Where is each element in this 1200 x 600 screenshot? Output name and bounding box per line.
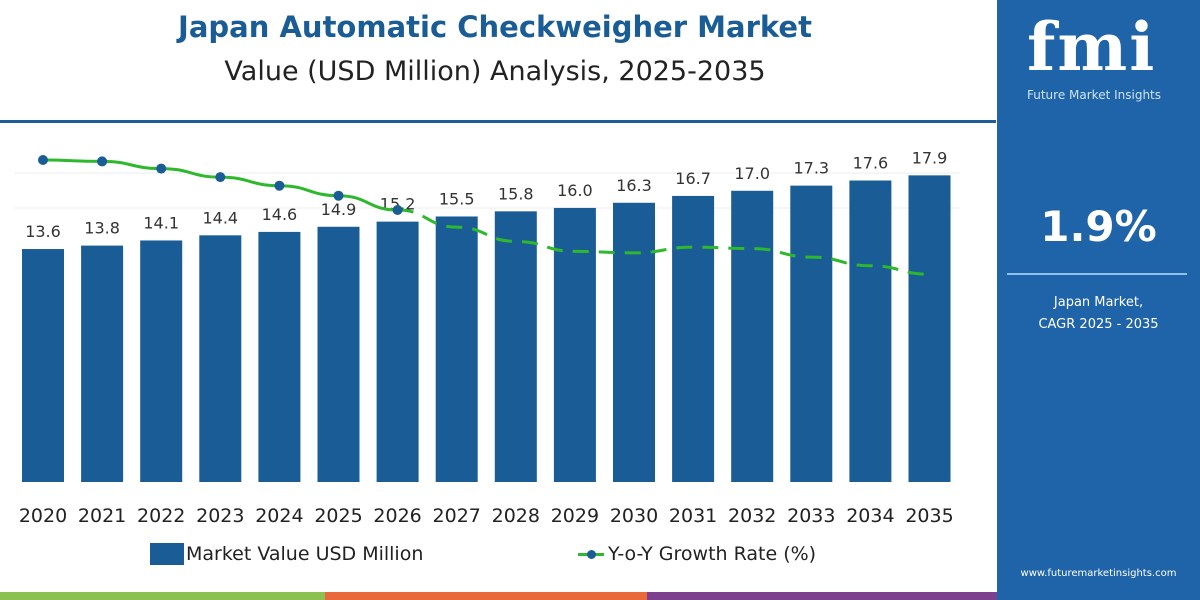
legend-bar-swatch <box>150 543 184 565</box>
legend-bar-label: Market Value USD Million <box>186 543 424 565</box>
summary-panel: fmi Future Market Insights 1.9% Japan Ma… <box>997 0 1200 600</box>
legend-line-swatch <box>578 549 604 559</box>
bar-2025 <box>317 226 360 482</box>
bar-2029 <box>553 207 596 483</box>
bar-2028 <box>494 211 537 482</box>
data-label-2030: 16.3 <box>616 176 652 195</box>
growth-line-dashed <box>397 208 930 276</box>
footer-bar-purple <box>647 592 997 600</box>
data-label-2022: 14.1 <box>143 213 179 232</box>
bar-2021 <box>81 245 124 482</box>
x-tick-2026: 2026 <box>373 505 421 527</box>
x-tick-2029: 2029 <box>551 505 599 527</box>
data-label-2023: 14.4 <box>202 208 238 227</box>
cagr-label: Japan Market, CAGR 2025 - 2035 <box>997 292 1200 336</box>
x-tick-2025: 2025 <box>314 505 362 527</box>
growth-point-2021 <box>97 156 108 167</box>
data-label-2034: 17.6 <box>853 154 889 173</box>
logo-subtitle: Future Market Insights <box>1027 88 1162 102</box>
growth-point-2026 <box>392 205 403 215</box>
header-divider <box>0 120 996 123</box>
footer-bar-orange <box>325 592 647 600</box>
bar-2026 <box>376 221 419 482</box>
bar-2033 <box>790 185 833 482</box>
data-label-2035: 17.9 <box>912 148 948 167</box>
fmi-logo: fmi <box>1027 8 1157 86</box>
x-tick-2020: 2020 <box>19 505 67 527</box>
bar-2035 <box>908 175 951 483</box>
bar-2031 <box>672 195 715 482</box>
growth-point-2023 <box>215 172 226 183</box>
x-tick-2022: 2022 <box>137 505 185 527</box>
data-label-2027: 15.5 <box>439 189 475 208</box>
bar-2027 <box>435 216 478 483</box>
chart-plot: 13.6 2020 13.8 2021 14.1 2022 14.4 2023 14.6 2024… <box>15 148 960 527</box>
data-label-2020: 13.6 <box>25 222 61 241</box>
growth-point-2020 <box>38 155 48 165</box>
x-tick-2021: 2021 <box>78 505 126 527</box>
data-label-2021: 13.8 <box>84 219 120 238</box>
bar-2023 <box>199 235 242 482</box>
data-label-2028: 15.8 <box>498 184 534 203</box>
x-tick-2035: 2035 <box>905 505 953 527</box>
data-label-2032: 17.0 <box>734 164 770 183</box>
growth-point-2025 <box>333 190 344 201</box>
x-tick-2034: 2034 <box>846 505 894 527</box>
data-label-2024: 14.6 <box>262 205 298 224</box>
legend-line-label: Y-o-Y Growth Rate (%) <box>608 543 817 565</box>
cagr-label-line1: Japan Market, <box>1053 295 1144 310</box>
x-tick-2030: 2030 <box>610 505 658 527</box>
legend-bar: Market Value USD Million <box>150 543 423 565</box>
bar-2034 <box>849 180 892 482</box>
data-label-2031: 16.7 <box>675 169 711 188</box>
x-tick-2027: 2027 <box>433 505 481 527</box>
bar-2032 <box>731 190 774 482</box>
x-tick-2033: 2033 <box>787 505 835 527</box>
x-tick-2032: 2032 <box>728 505 776 527</box>
growth-point-2024 <box>274 180 285 191</box>
cagr-label-line2: CAGR 2025 - 2035 <box>1038 317 1159 332</box>
data-label-2025: 14.9 <box>321 200 357 219</box>
legend-line: Y-o-Y Growth Rate (%) <box>578 543 816 565</box>
chart-subtitle: Value (USD Million) Analysis, 2025-2035 <box>224 56 766 87</box>
cagr-divider <box>1007 273 1187 275</box>
bar-2030 <box>613 202 655 482</box>
x-tick-2031: 2031 <box>669 505 717 527</box>
x-tick-2023: 2023 <box>196 505 244 527</box>
website-link[interactable]: www.futuremarketinsights.com <box>1020 568 1177 579</box>
footer-bar-green <box>0 592 325 600</box>
x-tick-2024: 2024 <box>255 505 303 527</box>
chart-title: Japan Automatic Checkweigher Market <box>178 10 812 44</box>
data-label-2033: 17.3 <box>793 159 829 178</box>
bar-2024 <box>258 231 301 482</box>
growth-point-2022 <box>156 163 167 174</box>
bar-2022 <box>140 240 183 482</box>
data-label-2029: 16.0 <box>557 181 593 200</box>
x-tick-2028: 2028 <box>492 505 540 527</box>
bar-2020 <box>22 249 64 482</box>
cagr-value: 1.9% <box>1040 202 1157 251</box>
